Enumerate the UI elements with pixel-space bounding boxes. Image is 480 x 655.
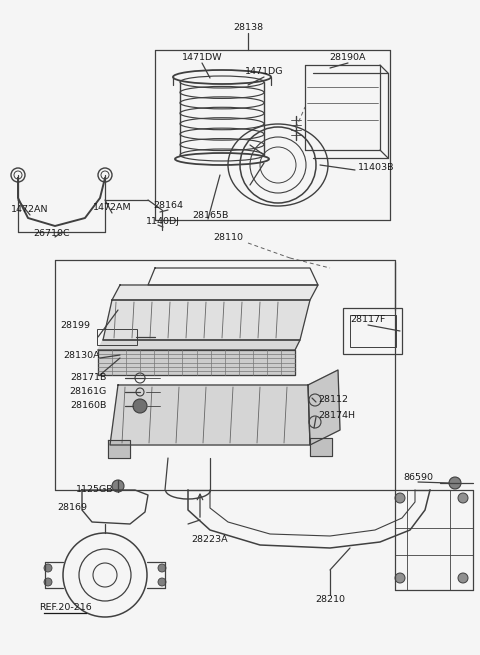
Polygon shape xyxy=(310,438,332,456)
Circle shape xyxy=(112,480,124,492)
Text: 26710C: 26710C xyxy=(34,229,70,238)
Text: 28169: 28169 xyxy=(57,504,87,512)
Text: 28165B: 28165B xyxy=(192,210,228,219)
Circle shape xyxy=(133,399,147,413)
Polygon shape xyxy=(112,285,318,300)
Polygon shape xyxy=(98,340,300,350)
Text: 28199: 28199 xyxy=(60,320,90,329)
Text: 28161G: 28161G xyxy=(70,388,107,396)
Circle shape xyxy=(395,493,405,503)
Text: 28112: 28112 xyxy=(318,396,348,405)
Circle shape xyxy=(158,564,166,572)
Text: 28190A: 28190A xyxy=(330,54,366,62)
Text: 28138: 28138 xyxy=(233,24,263,33)
Text: 28171B: 28171B xyxy=(70,373,106,383)
Polygon shape xyxy=(110,385,310,445)
Polygon shape xyxy=(98,350,295,375)
Circle shape xyxy=(44,578,52,586)
Text: REF.20-216: REF.20-216 xyxy=(38,603,91,612)
Circle shape xyxy=(458,493,468,503)
Circle shape xyxy=(158,578,166,586)
Text: 28117F: 28117F xyxy=(350,316,386,324)
Text: 28223A: 28223A xyxy=(192,536,228,544)
Text: 28110: 28110 xyxy=(213,233,243,242)
Circle shape xyxy=(395,573,405,583)
Text: 28164: 28164 xyxy=(153,200,183,210)
Text: 1125GB: 1125GB xyxy=(76,485,114,495)
Text: 1472AN: 1472AN xyxy=(11,206,49,214)
Circle shape xyxy=(449,477,461,489)
Circle shape xyxy=(44,564,52,572)
Text: 1471DW: 1471DW xyxy=(182,54,222,62)
Text: 1140DJ: 1140DJ xyxy=(146,217,180,227)
Polygon shape xyxy=(108,440,130,458)
Circle shape xyxy=(458,573,468,583)
Text: 1471DG: 1471DG xyxy=(245,67,283,77)
Text: 28160B: 28160B xyxy=(70,402,106,411)
Text: 28130A: 28130A xyxy=(64,350,100,360)
Text: 28174H: 28174H xyxy=(318,411,355,419)
Text: 86590: 86590 xyxy=(403,474,433,483)
Text: 28210: 28210 xyxy=(315,595,345,605)
Text: 11403B: 11403B xyxy=(358,164,395,172)
Text: 1472AM: 1472AM xyxy=(93,204,132,212)
Polygon shape xyxy=(308,370,340,445)
Polygon shape xyxy=(103,300,310,340)
